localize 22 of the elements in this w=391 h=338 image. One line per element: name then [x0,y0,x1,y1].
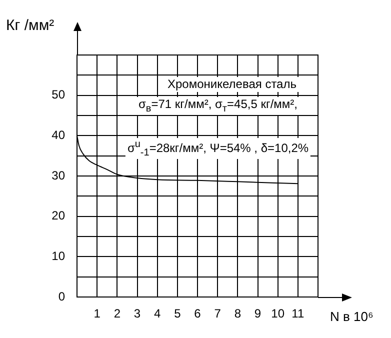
annotation: σ$^{u}$$_{-1}$=28кг/мм², Ψ=54% , δ=10,2% [125,138,311,160]
y-tick-label: 10 [52,248,66,263]
x-tick-label: 11 [292,306,304,321]
x-tick-label: 4 [154,306,161,321]
x-tick-label: 2 [114,306,121,321]
y-axis-title: Кг /мм² [6,17,54,34]
x-tick-label: 6 [194,306,202,321]
y-tick-label: 20 [52,208,66,223]
x-axis-title: N в 10⁶ [330,309,374,324]
x-tick-label: 5 [174,306,182,321]
x-tick-label: 8 [234,306,242,321]
annotation: Хромоникелевая сталь [166,77,298,92]
y-tick-label: 30 [52,168,66,182]
y-tick-label: 50 [52,88,66,102]
annotation: σ$_{в}$=71 кг/мм², σ$_{т}$=45,5 кг/мм², [136,97,300,116]
x-tick-label: 10 [271,306,285,321]
y-tick-label: 0 [58,289,66,304]
x-tick-label: 9 [254,306,262,321]
y-tick-label: 40 [52,128,66,142]
x-tick-label: 3 [134,306,141,321]
x-tick-label: 7 [214,306,222,321]
x-tick-label: 1 [94,306,101,321]
